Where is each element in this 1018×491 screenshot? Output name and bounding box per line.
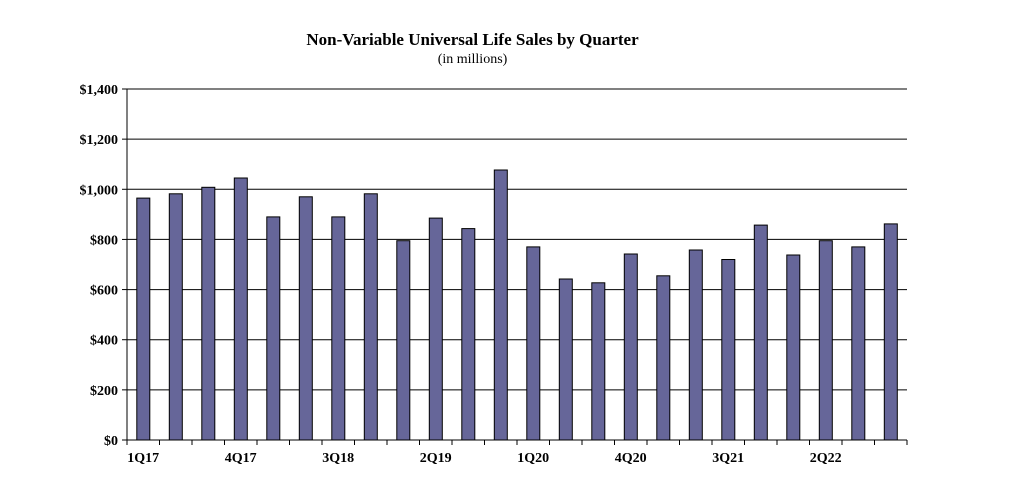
y-tick-label: $1,400: [80, 83, 119, 98]
bar-1q19: [396, 240, 411, 441]
bar-3q22: [851, 246, 866, 441]
bar-1q22: [786, 254, 801, 441]
bars: [136, 169, 898, 441]
x-tick-label: 4Q20: [615, 451, 647, 466]
x-tick-label: 4Q17: [225, 451, 257, 466]
bar-4q17: [233, 177, 248, 441]
bar-4q19: [493, 169, 508, 441]
bar-3q18: [331, 216, 346, 441]
y-tick-label: $200: [90, 384, 118, 399]
bar-1q17: [136, 197, 151, 441]
y-tick-label: $1,200: [80, 133, 119, 148]
tick-labels: $0 $200 $400 $600 $800 $1,000 $1,200 $1,400 1Q17…: [80, 83, 842, 466]
x-tick-label: 3Q21: [712, 451, 744, 466]
bar-2q22: [818, 240, 833, 441]
bar-3q17: [201, 186, 216, 441]
bar-3q19: [461, 228, 476, 441]
y-tick-label: $1,000: [80, 183, 119, 198]
bar-1q18: [266, 216, 281, 441]
bar-1q20: [526, 246, 541, 441]
x-tick-label: 1Q17: [127, 451, 159, 466]
y-tick-label: $600: [90, 284, 118, 299]
bar-4q21: [753, 224, 768, 441]
y-tick-label: $0: [104, 434, 118, 449]
bar-3q21: [721, 259, 736, 441]
x-tick-label: 2Q19: [420, 451, 452, 466]
bar-4q18: [363, 193, 378, 441]
bar-4q20: [623, 253, 638, 441]
bar-4q22: [883, 223, 898, 441]
x-tick-label: 2Q22: [810, 451, 842, 466]
x-tick-label: 1Q20: [517, 451, 549, 466]
bar-2q21: [688, 249, 703, 441]
chart-title: Non-Variable Universal Life Sales by Qua…: [306, 30, 639, 49]
bar-2q18: [298, 196, 313, 441]
bar-2q19: [428, 217, 443, 441]
bar-2q17: [168, 193, 183, 441]
chart-subtitle: (in millions): [437, 52, 508, 67]
gridlines: [127, 88, 907, 391]
y-tick-label: $800: [90, 233, 118, 248]
bar-2q20: [558, 278, 573, 441]
bar-1q21: [656, 275, 671, 441]
x-tick-label: 3Q18: [322, 451, 354, 466]
axes: [122, 88, 908, 445]
bar-3q20: [591, 282, 606, 441]
y-tick-label: $400: [90, 334, 118, 349]
